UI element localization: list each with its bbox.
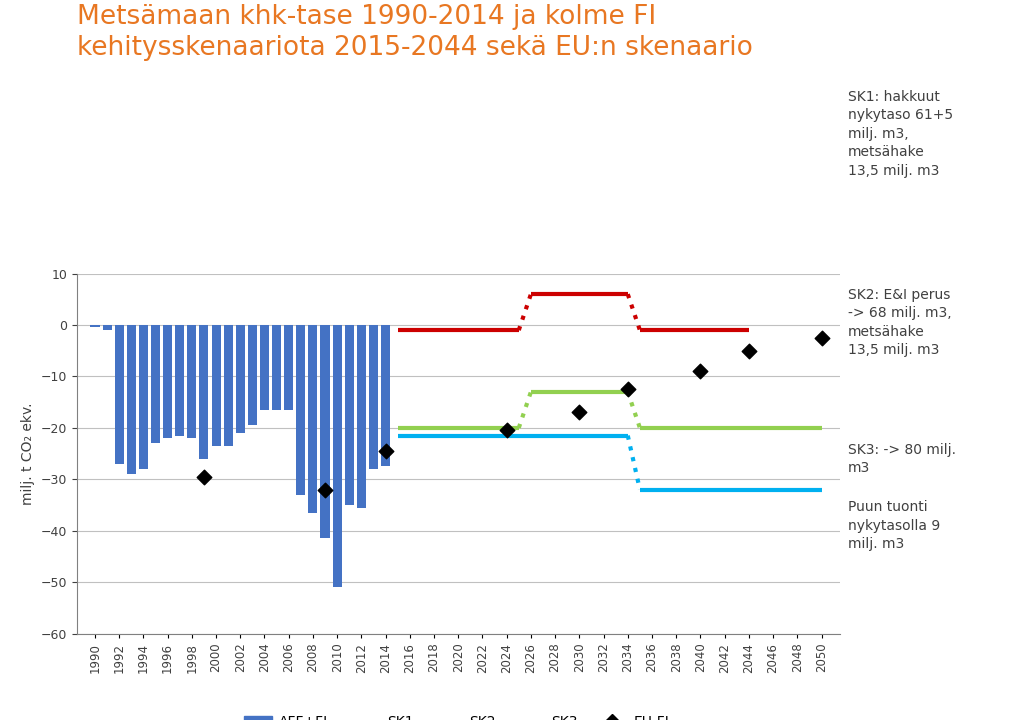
Bar: [151, 325, 160, 444]
Point: [571, 407, 588, 418]
Text: SK3: -> 80 milj.
m3: SK3: -> 80 milj. m3: [848, 443, 955, 475]
Bar: [236, 325, 245, 433]
Y-axis label: milj. t CO₂ ekv.: milj. t CO₂ ekv.: [22, 402, 35, 505]
Bar: [345, 325, 354, 505]
Text: Metsämaan khk-tase 1990-2014 ja kolme FI
kehitysskenaariota 2015-2044 sekä EU:n : Metsämaan khk-tase 1990-2014 ja kolme FI…: [77, 4, 753, 60]
Bar: [90, 325, 99, 327]
Legend: AFF+FL, SK1, SK2, SK3, EU-FL: AFF+FL, SK1, SK2, SK3, EU-FL: [239, 709, 678, 720]
Bar: [223, 325, 232, 446]
Bar: [163, 325, 172, 438]
Bar: [248, 325, 257, 426]
Bar: [175, 325, 184, 436]
Bar: [260, 325, 269, 410]
Bar: [200, 325, 209, 459]
Bar: [381, 325, 390, 467]
Point: [620, 384, 636, 395]
Point: [196, 471, 212, 482]
Bar: [356, 325, 366, 508]
Bar: [102, 325, 112, 330]
Bar: [115, 325, 124, 464]
Bar: [296, 325, 305, 495]
Point: [740, 345, 757, 356]
Text: SK2: E&I perus
-> 68 milj. m3,
metsähake
13,5 milj. m3: SK2: E&I perus -> 68 milj. m3, metsähake…: [848, 288, 951, 357]
Bar: [139, 325, 147, 469]
Bar: [308, 325, 317, 513]
Bar: [333, 325, 342, 588]
Bar: [369, 325, 378, 469]
Point: [813, 332, 829, 343]
Text: Puun tuonti
nykytasolla 9
milj. m3: Puun tuonti nykytasolla 9 milj. m3: [848, 500, 940, 552]
Point: [692, 366, 709, 377]
Bar: [127, 325, 136, 474]
Point: [499, 425, 515, 436]
Point: [316, 484, 333, 495]
Bar: [321, 325, 330, 539]
Bar: [285, 325, 293, 410]
Bar: [212, 325, 220, 446]
Bar: [272, 325, 282, 410]
Point: [378, 445, 394, 456]
Bar: [187, 325, 197, 438]
Text: SK1: hakkuut
nykytaso 61+5
milj. m3,
metsähake
13,5 milj. m3: SK1: hakkuut nykytaso 61+5 milj. m3, met…: [848, 90, 953, 178]
